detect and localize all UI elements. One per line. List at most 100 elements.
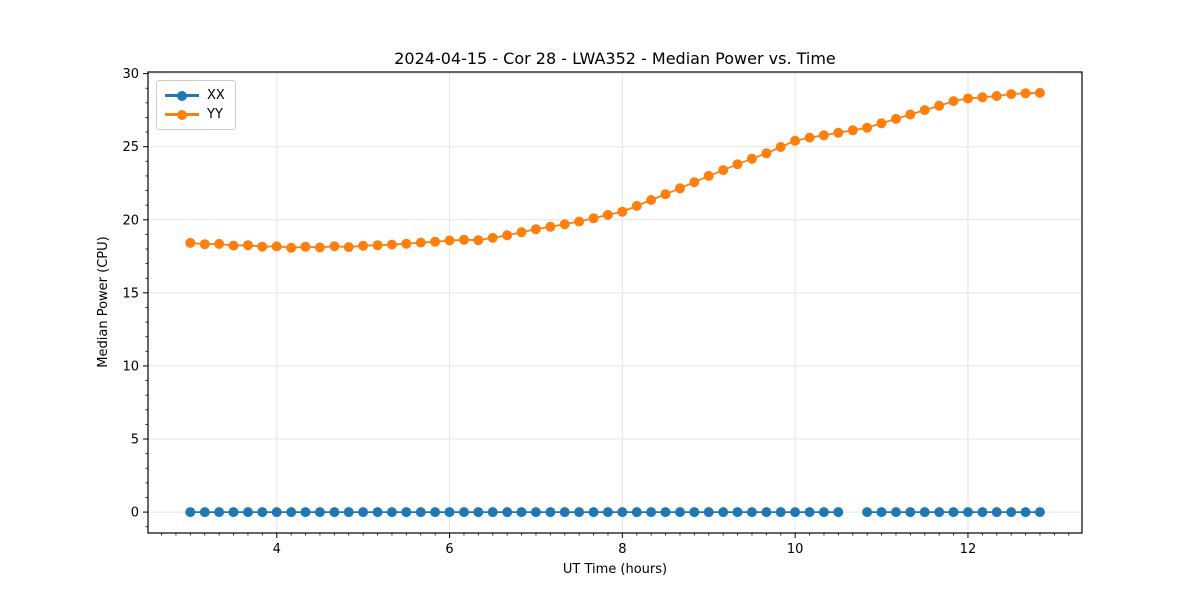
data-point-xx — [833, 507, 844, 518]
x-tick-label: 12 — [960, 542, 977, 557]
data-point-xx — [703, 507, 714, 518]
data-point-xx — [919, 507, 930, 518]
data-point-yy — [1020, 88, 1031, 99]
data-point-yy — [199, 239, 210, 250]
x-axis-label: UT Time (hours) — [562, 562, 668, 577]
data-point-yy — [862, 122, 873, 133]
data-point-xx — [559, 507, 570, 518]
data-point-yy — [473, 235, 484, 246]
data-point-yy — [487, 232, 498, 243]
data-point-yy — [804, 132, 815, 143]
data-point-xx — [401, 507, 412, 518]
data-point-yy — [243, 240, 253, 251]
data-point-yy — [372, 240, 383, 251]
data-point-yy — [660, 189, 671, 200]
data-point-xx — [257, 507, 268, 518]
data-point-yy — [343, 242, 354, 253]
data-point-yy — [358, 240, 369, 251]
data-point-xx — [602, 507, 613, 518]
data-point-xx — [314, 507, 325, 518]
legend-entry-yy: YY — [165, 105, 225, 124]
data-point-yy — [891, 113, 901, 124]
data-point-yy — [977, 92, 988, 103]
y-tick-label: 10 — [122, 359, 139, 374]
data-point-yy — [963, 93, 973, 104]
data-point-yy — [271, 241, 282, 252]
y-tick-label: 15 — [122, 286, 139, 301]
data-point-xx — [775, 507, 786, 518]
data-point-yy — [329, 241, 340, 252]
data-point-yy — [948, 96, 959, 107]
data-point-xx — [977, 507, 988, 518]
data-point-xx — [530, 507, 541, 518]
x-tick-label: 10 — [787, 542, 804, 557]
data-point-yy — [214, 238, 225, 249]
data-point-yy — [617, 206, 628, 217]
data-point-xx — [286, 507, 297, 518]
data-point-yy — [631, 200, 642, 211]
data-point-yy — [646, 195, 657, 205]
data-point-xx — [588, 507, 599, 518]
data-point-xx — [646, 507, 657, 518]
data-point-xx — [660, 507, 671, 518]
legend: XX YY — [156, 80, 236, 130]
data-point-yy — [516, 227, 527, 238]
data-point-yy — [833, 127, 844, 138]
data-point-yy — [689, 177, 700, 188]
data-point-xx — [415, 507, 426, 518]
data-point-yy — [530, 224, 541, 235]
data-point-xx — [1006, 507, 1017, 518]
data-point-yy — [257, 241, 268, 252]
data-point-xx — [214, 507, 225, 518]
data-point-yy — [905, 109, 916, 120]
data-point-yy — [228, 240, 239, 251]
data-point-yy — [876, 118, 887, 129]
x-tick-label: 6 — [445, 542, 453, 557]
legend-label-yy: YY — [207, 107, 223, 122]
data-point-xx — [243, 507, 253, 518]
x-tick-label: 4 — [273, 542, 281, 557]
data-point-xx — [761, 507, 772, 518]
data-point-xx — [617, 507, 628, 518]
data-point-xx — [790, 507, 801, 518]
data-point-xx — [934, 507, 945, 518]
legend-label-xx: XX — [207, 88, 225, 103]
data-point-yy — [919, 105, 930, 116]
data-point-xx — [444, 507, 455, 518]
data-point-xx — [905, 507, 916, 518]
plot-frame — [147, 71, 1083, 534]
legend-entry-xx: XX — [165, 86, 225, 105]
data-point-xx — [516, 507, 527, 518]
data-point-yy — [574, 216, 585, 227]
data-point-xx — [358, 507, 369, 518]
data-point-xx — [271, 507, 282, 518]
data-point-xx — [689, 507, 700, 518]
y-tick-label: 20 — [122, 213, 139, 228]
data-point-xx — [718, 507, 729, 518]
data-point-yy — [775, 142, 786, 152]
data-point-xx — [862, 507, 873, 518]
data-point-yy — [746, 153, 757, 164]
y-tick-label: 5 — [131, 433, 139, 448]
data-point-xx — [228, 507, 239, 518]
data-point-xx — [675, 507, 685, 518]
data-point-yy — [718, 165, 729, 176]
data-point-xx — [487, 507, 498, 518]
data-point-xx — [386, 507, 397, 518]
data-point-xx — [199, 507, 210, 518]
data-point-yy — [559, 219, 570, 230]
data-point-yy — [761, 148, 772, 159]
data-point-yy — [588, 213, 599, 224]
data-point-yy — [1006, 89, 1017, 100]
data-point-yy — [732, 159, 743, 170]
data-point-yy — [1034, 87, 1045, 98]
data-point-xx — [502, 507, 513, 518]
data-point-yy — [703, 170, 714, 181]
data-point-xx — [185, 507, 196, 518]
data-point-yy — [790, 135, 801, 146]
data-point-xx — [1020, 507, 1031, 518]
data-point-xx — [891, 507, 901, 518]
data-point-xx — [473, 507, 484, 518]
